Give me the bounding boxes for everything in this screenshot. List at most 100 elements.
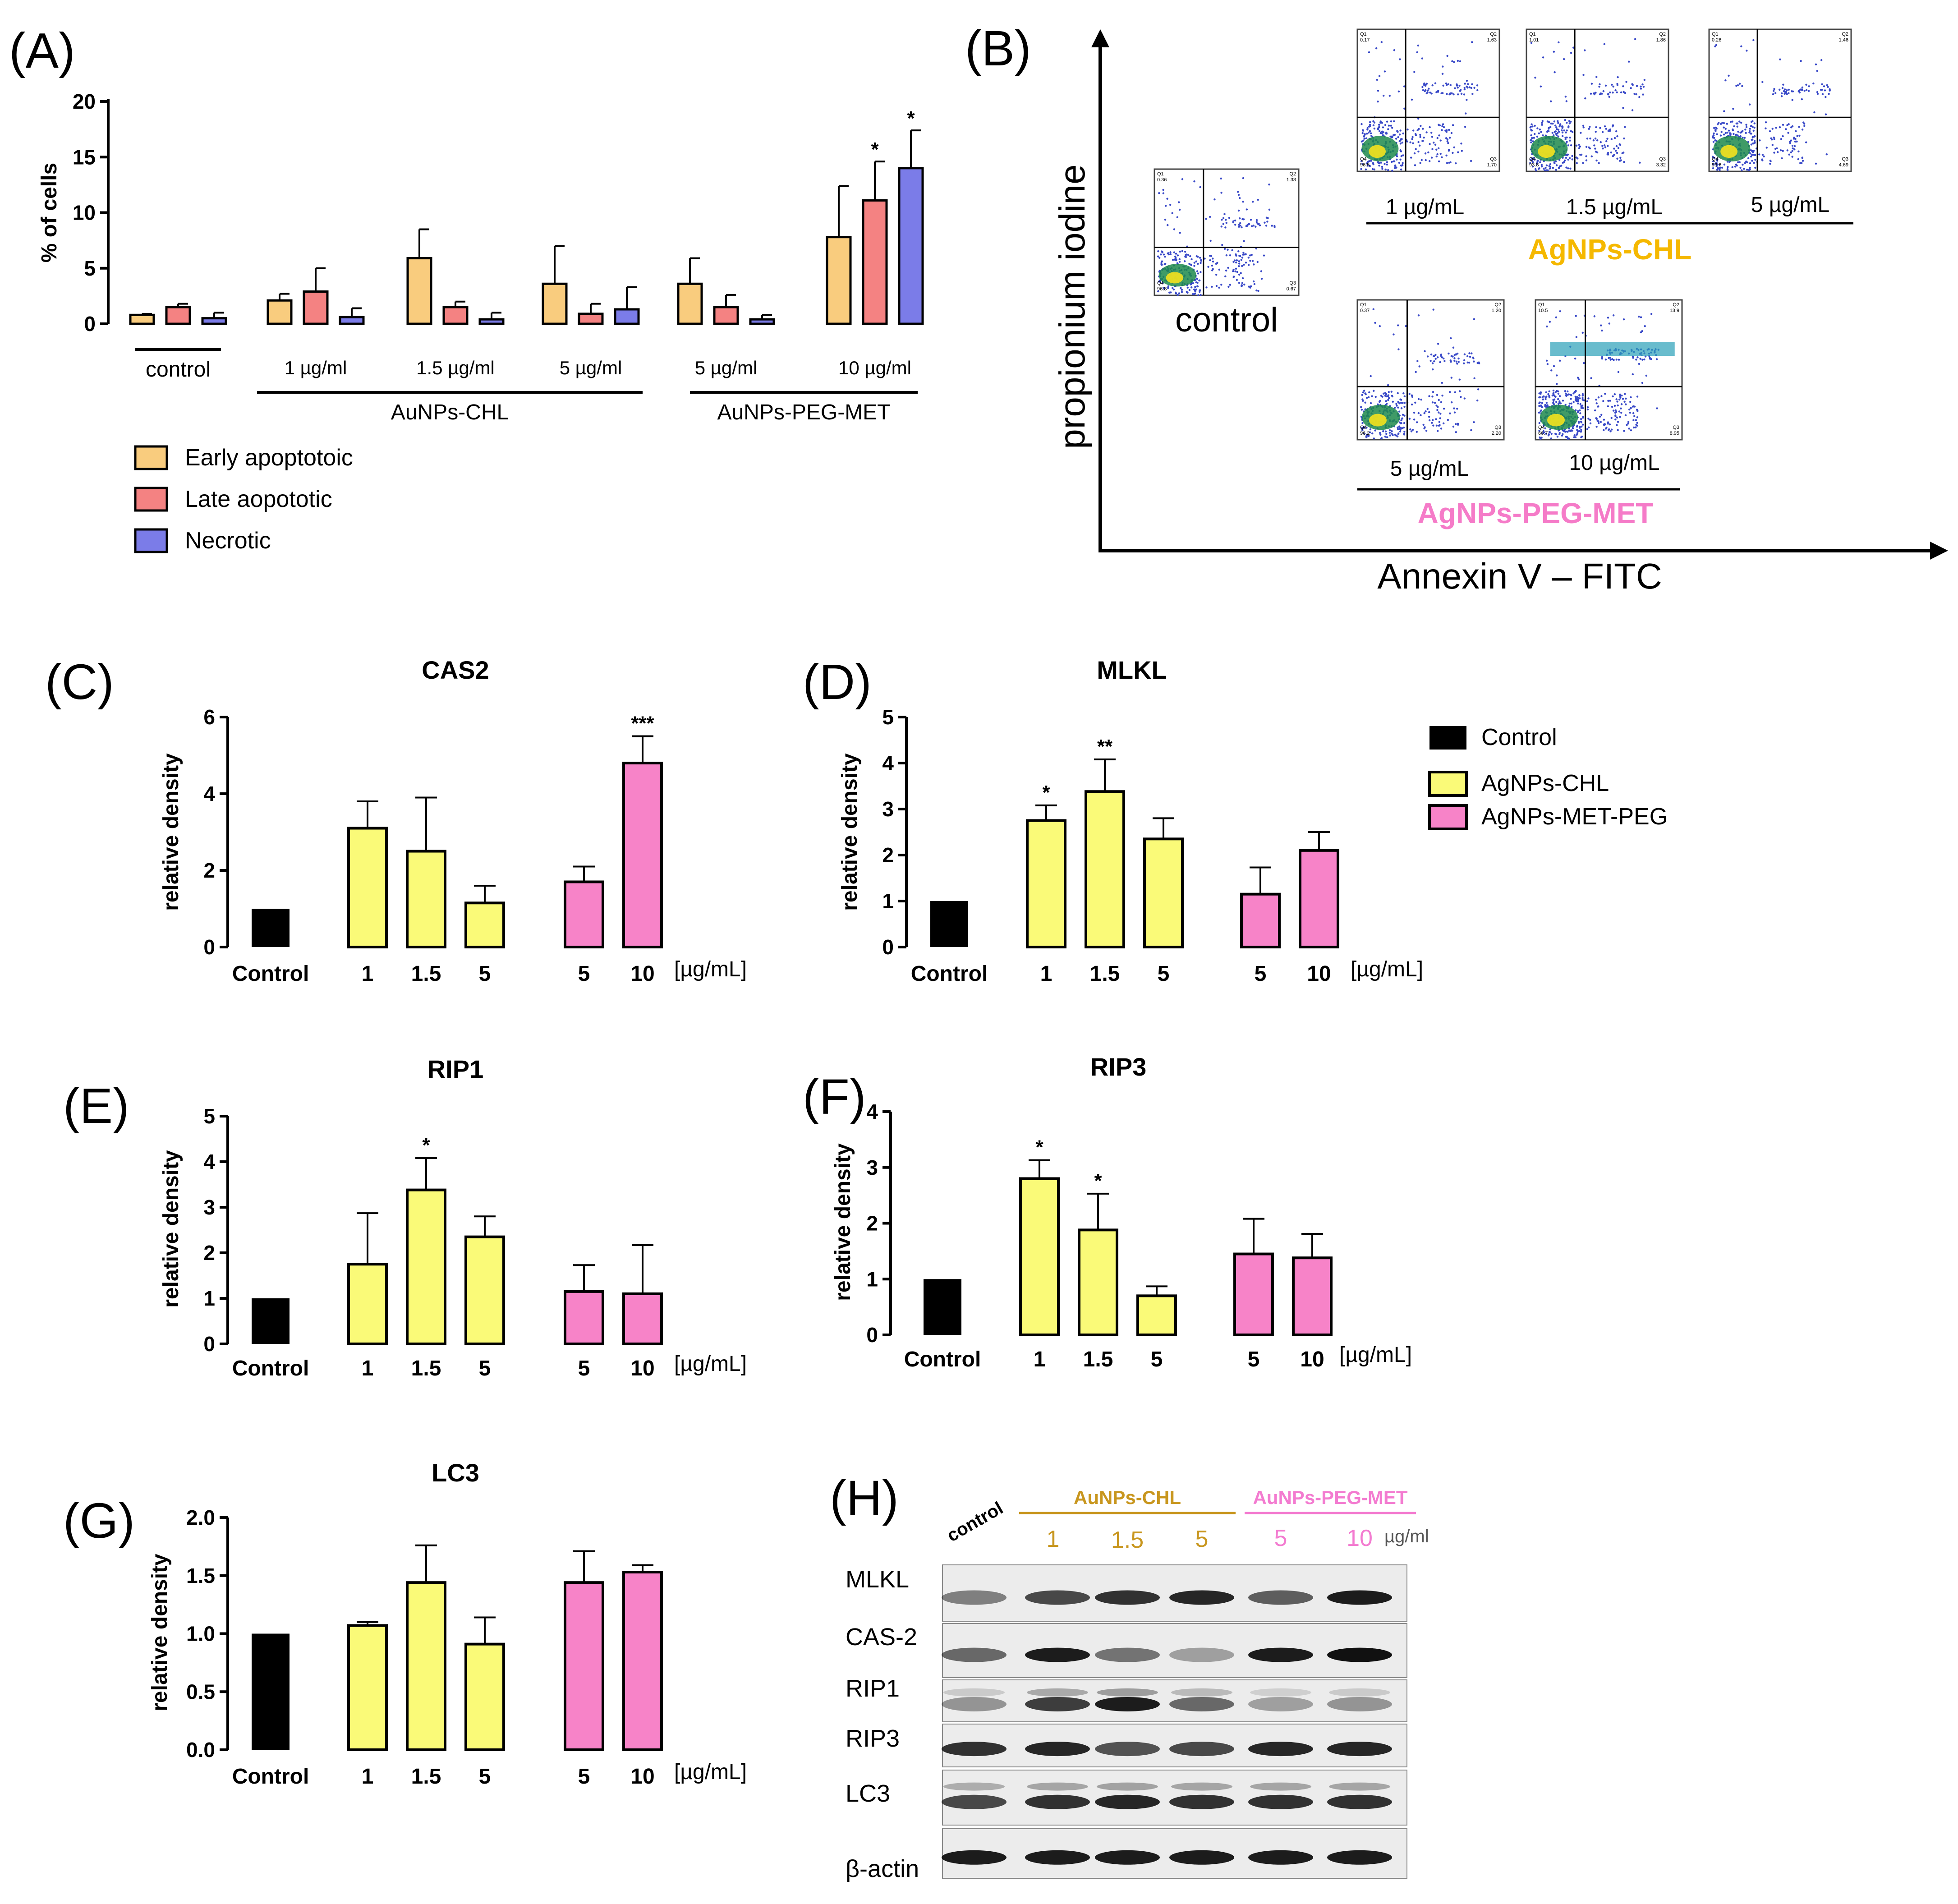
flow-dot	[1610, 417, 1613, 419]
flow-dot	[1548, 121, 1550, 124]
flow-dot	[1197, 294, 1200, 296]
flow-dot	[1586, 400, 1588, 403]
flow-dot	[1367, 435, 1370, 437]
flow-dot	[1174, 255, 1177, 258]
flow-dot	[1603, 144, 1606, 147]
flow-dot	[1379, 433, 1382, 436]
flow-dot	[1552, 392, 1554, 395]
flow-dot	[1390, 120, 1393, 123]
flow-dot	[1401, 141, 1403, 144]
flow-dot	[1805, 141, 1807, 143]
flow-x-arrow	[1930, 542, 1948, 560]
flow-dot	[1418, 128, 1420, 130]
flow-dot	[1422, 128, 1424, 130]
category-label: Control	[232, 1357, 309, 1380]
flow-dot	[1641, 330, 1643, 332]
flow-dot	[1716, 123, 1719, 125]
flow-dot	[1573, 434, 1576, 437]
flow-dot	[1381, 396, 1383, 398]
flow-dot	[1361, 394, 1363, 396]
flow-dot	[1221, 218, 1223, 221]
flow-dot	[1441, 156, 1443, 159]
flow-dot	[1257, 290, 1259, 292]
flow-dot	[1649, 358, 1651, 360]
flow-dot	[1197, 262, 1199, 265]
flow-dot	[1211, 264, 1213, 267]
flow-dot	[1463, 362, 1465, 364]
blot-band	[1169, 1742, 1234, 1757]
y-tick-label: 0	[866, 1323, 878, 1347]
flow-dot	[1553, 365, 1555, 368]
flow-dot	[1446, 93, 1448, 95]
flow-dot	[1453, 357, 1456, 359]
flow-dot	[1372, 308, 1374, 310]
flow-dot	[1625, 403, 1627, 405]
flow-dot	[1266, 221, 1269, 223]
flow-density-peak	[1369, 145, 1386, 158]
flow-dot	[1714, 45, 1716, 48]
flow-dot	[1773, 136, 1775, 139]
flow-dot	[1366, 127, 1369, 129]
flow-dot	[1428, 87, 1430, 90]
category-label: Control	[232, 1765, 309, 1789]
flow-dot	[1558, 395, 1561, 397]
panel-label-g: (G)	[63, 1493, 135, 1549]
flow-dot	[1742, 130, 1744, 132]
flow-dot	[1207, 266, 1209, 268]
flow-dot	[1801, 89, 1803, 91]
flow-dot	[1642, 86, 1645, 88]
flow-dot	[1714, 126, 1717, 129]
flow-dot	[1249, 254, 1251, 257]
flow-dot	[1711, 135, 1714, 138]
group-label: 10 µg/ml	[838, 357, 911, 378]
blot-row: LC3	[846, 1770, 1407, 1826]
flow-dot	[1253, 283, 1256, 285]
flow-dot	[1734, 166, 1737, 168]
flow-dot	[1425, 159, 1427, 161]
flow-dot	[1574, 398, 1577, 400]
flow-dot	[1455, 431, 1457, 433]
flow-dot	[1547, 393, 1549, 396]
flow-dot	[1545, 164, 1548, 166]
bar-peg	[622, 762, 663, 948]
flow-dot	[1467, 83, 1469, 85]
flow-dot	[1555, 169, 1557, 171]
flow-dot	[1716, 160, 1719, 162]
flow-dot	[1222, 223, 1225, 225]
flow-dot	[1157, 290, 1159, 293]
flow-dot	[1566, 390, 1569, 393]
flow-dot	[1557, 122, 1559, 124]
category-label: 10	[630, 1357, 654, 1380]
flow-dot	[1431, 422, 1433, 424]
significance-mark: **	[1097, 736, 1113, 758]
flow-dot	[1372, 120, 1374, 123]
flow-dot	[1723, 122, 1725, 124]
flow-q4-label: Q4	[1712, 156, 1719, 162]
flow-dot	[1559, 359, 1561, 362]
flow-dot	[1430, 156, 1433, 159]
flow-dot	[1205, 218, 1207, 220]
flow-dot	[1443, 357, 1445, 360]
flow-dot	[1578, 147, 1581, 149]
flow-dot	[1752, 150, 1755, 152]
flow-dot	[1251, 260, 1254, 262]
flow-dot	[1473, 318, 1475, 320]
flow-density-peak	[1720, 145, 1738, 158]
flow-q2-label: Q2	[1494, 302, 1501, 308]
flow-dot	[1200, 259, 1202, 261]
category-label: 1	[362, 962, 374, 986]
flow-dot	[1729, 132, 1731, 134]
flow-dot	[1243, 263, 1245, 266]
flow-dot	[1590, 83, 1593, 85]
flow-dot	[1473, 87, 1475, 89]
y-tick-label: 2	[866, 1212, 878, 1235]
flow-dot	[1430, 353, 1433, 356]
flow-dot	[1212, 260, 1214, 263]
flow-dot	[1438, 421, 1441, 423]
flow-dot	[1632, 426, 1635, 429]
category-label: 5	[1151, 1348, 1163, 1371]
flow-dot	[1634, 38, 1636, 40]
flow-dot	[1728, 74, 1730, 77]
category-label: 1.5	[1083, 1348, 1113, 1371]
flow-dot	[1723, 110, 1725, 112]
